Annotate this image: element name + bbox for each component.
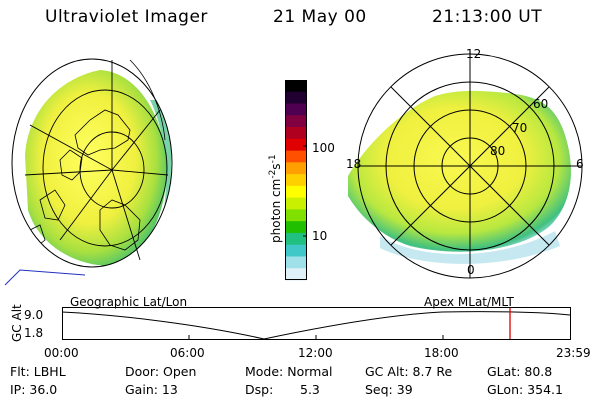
info-dsp-value: 5.3 xyxy=(300,382,320,397)
mlt-label-0: 0 xyxy=(467,263,475,277)
colorbar-swatch xyxy=(285,268,307,281)
colorbar-swatch xyxy=(285,103,307,116)
colorbar-swatch xyxy=(285,209,307,222)
info-filter: Flt: LBHL xyxy=(10,364,66,379)
info-gain: Gain: 13 xyxy=(125,382,178,397)
colorbar-swatch xyxy=(285,232,307,246)
timeline-right-label: Apex MLat/MLT xyxy=(424,295,514,309)
colorbar-swatch xyxy=(285,91,307,105)
colorbar-swatch xyxy=(285,127,307,140)
colorbar-swatch xyxy=(285,174,307,187)
colorbar-swatch xyxy=(285,244,307,258)
geographic-globe-image xyxy=(4,58,173,286)
colorbar-tick-high: 100 xyxy=(312,141,335,155)
colorbar-tick-low: 10 xyxy=(312,229,328,243)
timeline-tick-1800: 18:00 xyxy=(424,346,459,360)
mlt-label-12: 12 xyxy=(466,47,482,61)
colorbar xyxy=(285,80,307,281)
instrument-title: Ultraviolet Imager xyxy=(45,7,208,27)
colorbar-border xyxy=(285,80,307,280)
colorbar-swatch xyxy=(285,185,307,199)
colorbar-swatch xyxy=(285,138,307,152)
colorbar-swatch xyxy=(285,150,307,163)
timeline-tick-0600: 06:00 xyxy=(170,346,205,360)
polar-mlt-plot xyxy=(348,53,583,279)
colorbar-swatch xyxy=(285,162,307,175)
colorbar-unit-label: photon cm-2s-1 xyxy=(268,154,283,243)
mlt-label-18: 18 xyxy=(346,157,362,171)
colorbar-swatch xyxy=(285,256,307,269)
mlt-label-6: 6 xyxy=(576,157,584,171)
timeline-axis-label: GC Alt xyxy=(10,304,24,342)
colorbar-swatch xyxy=(285,80,307,93)
timeline-y-low: 1.8 xyxy=(24,326,44,340)
info-glon: GLon: 354.1 xyxy=(487,382,563,397)
info-gc-alt: GC Alt: 8.7 Re xyxy=(365,364,453,379)
timeline-y-high: 9.0 xyxy=(24,308,44,322)
timeline-tick-2359: 23:59 xyxy=(556,346,591,360)
mlat-label-60: 60 xyxy=(533,97,549,111)
time-label: 21:13:00 UT xyxy=(432,7,543,27)
mlat-label-80: 80 xyxy=(490,144,506,158)
info-dsp-label: Dsp: xyxy=(245,382,274,397)
date-label: 21 May 00 xyxy=(273,7,367,27)
timeline-tick-1200: 12:00 xyxy=(298,346,333,360)
colorbar-swatch xyxy=(285,221,307,234)
info-seq: Seq: 39 xyxy=(365,382,413,397)
timeline-left-label: Geographic Lat/Lon xyxy=(70,295,188,309)
mlat-label-70: 70 xyxy=(512,121,528,135)
colorbar-swatch xyxy=(285,115,307,128)
info-ip: IP: 36.0 xyxy=(10,382,58,397)
info-glat: GLat: 80.8 xyxy=(487,364,553,379)
colorbar-swatch xyxy=(285,197,307,211)
info-mode: Mode: Normal xyxy=(245,364,333,379)
info-door: Door: Open xyxy=(125,364,197,379)
timeline-tick-0000: 00:00 xyxy=(44,346,79,360)
altitude-timeline xyxy=(61,307,571,340)
